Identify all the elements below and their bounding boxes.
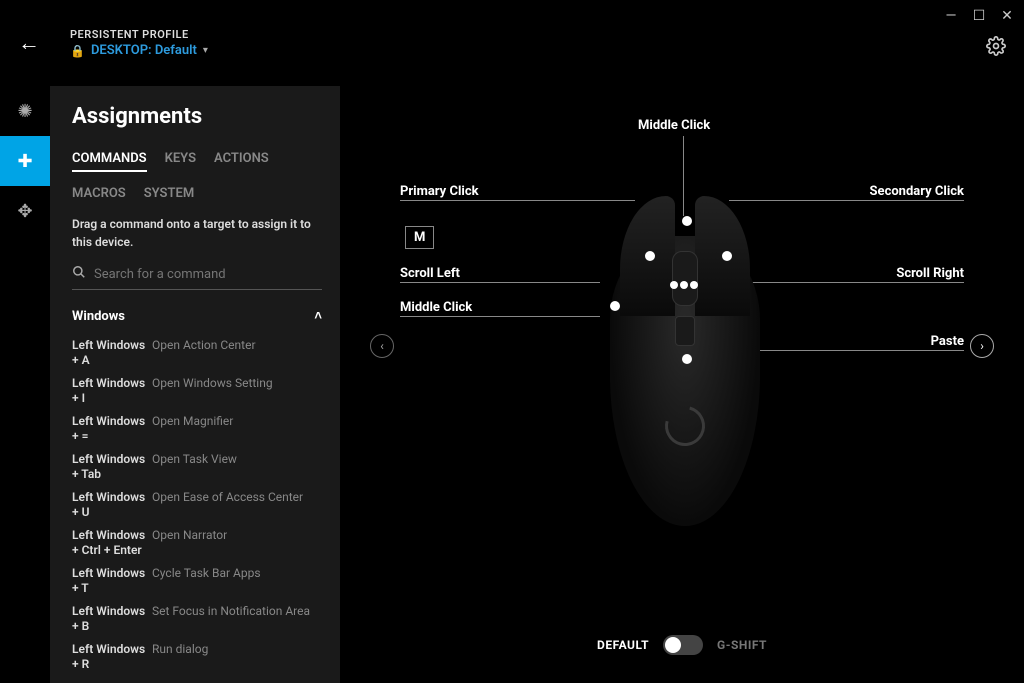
label-middle-top: Middle Click (638, 118, 710, 133)
profile-label: PERSISTENT PROFILE (70, 28, 208, 41)
command-row[interactable]: Left Windows + BSet Focus in Notificatio… (72, 600, 316, 638)
target-wheel-mid[interactable] (680, 281, 688, 289)
command-key: Left Windows + T (72, 566, 152, 596)
device-view: M Primary Click Scroll Left Middle Click… (340, 86, 1024, 683)
target-primary[interactable] (645, 251, 655, 261)
target-wheel-r[interactable] (690, 281, 698, 289)
chevron-down-icon: ▾ (203, 45, 208, 56)
assignments-panel: Assignments COMMANDS KEYS ACTIONS MACROS SYS… (50, 86, 340, 683)
command-desc: Open Narrator (152, 528, 227, 558)
search-icon (72, 265, 86, 283)
target-wheel-l[interactable] (670, 281, 678, 289)
target-secondary[interactable] (722, 251, 732, 261)
tab-keys[interactable]: KEYS (165, 151, 196, 172)
command-key: Left Windows + U (72, 490, 152, 520)
command-row[interactable]: Left Windows + AOpen Action Center (72, 334, 316, 372)
lock-icon: 🔒 (70, 44, 85, 58)
label-scroll-right: Scroll Right (896, 266, 964, 281)
command-row[interactable]: Left Windows + TabOpen Task View (72, 448, 316, 486)
label-primary-click: Primary Click (400, 184, 479, 199)
toggle-label-default: DEFAULT (597, 638, 649, 652)
minimize-button[interactable]: — (944, 8, 958, 24)
command-row[interactable]: Left Windows + TCycle Task Bar Apps (72, 562, 316, 600)
command-row[interactable]: Left Windows + Ctrl + EnterOpen Narrator (72, 524, 316, 562)
command-desc: Open Magnifier (152, 414, 233, 444)
toggle-label-gshift: G-SHIFT (717, 638, 767, 652)
command-key: Left Windows + A (72, 338, 152, 368)
command-row[interactable]: Left Windows + IOpen Windows Setting (72, 372, 316, 410)
command-desc: Cycle Task Bar Apps (152, 566, 261, 596)
settings-button[interactable] (986, 36, 1006, 61)
rail-lighting[interactable]: ✺ (0, 86, 50, 136)
command-desc: Set Focus in Notification Area (152, 604, 310, 634)
label-paste: Paste (931, 334, 964, 349)
command-desc: Open Task View (152, 452, 237, 482)
label-middle-click: Middle Click (400, 300, 472, 315)
command-key: Left Windows + = (72, 414, 152, 444)
target-top[interactable] (682, 216, 692, 226)
rail-assignments[interactable]: ✚ (0, 136, 50, 186)
rail-sensitivity[interactable]: ✥ (0, 186, 50, 236)
command-key: Left Windows + B (72, 604, 152, 634)
prev-view-button[interactable]: ‹ (370, 334, 394, 358)
label-secondary-click: Secondary Click (870, 184, 964, 199)
category-name: Windows (72, 309, 125, 324)
command-desc: Open Ease of Access Center (152, 490, 303, 520)
search-input[interactable] (94, 267, 322, 282)
panel-title: Assignments (72, 104, 322, 129)
back-button[interactable]: ← (18, 30, 40, 56)
chevron-up-icon: ˄ (314, 308, 322, 324)
target-dpi[interactable] (682, 354, 692, 364)
command-key: Left Windows + I (72, 376, 152, 406)
command-key: Left Windows + Tab (72, 452, 152, 482)
category-header[interactable]: Windows ˄ (72, 308, 322, 324)
profile-selector[interactable]: PERSISTENT PROFILE 🔒 DESKTOP: Default ▾ (70, 28, 208, 58)
command-desc: Run dialog (152, 642, 208, 672)
command-desc: Open Action Center (152, 338, 256, 368)
next-view-button[interactable]: › (970, 334, 994, 358)
command-key: Left Windows + Ctrl + Enter (72, 528, 152, 558)
close-button[interactable]: ✕ (1000, 8, 1014, 24)
command-row[interactable]: Left Windows + =Open Magnifier (72, 410, 316, 448)
gshift-toggle[interactable] (663, 635, 703, 655)
tab-actions[interactable]: ACTIONS (214, 151, 269, 172)
maximize-button[interactable]: ☐ (972, 8, 986, 24)
tab-commands[interactable]: COMMANDS (72, 151, 147, 172)
command-row[interactable]: Left Windows + UOpen Ease of Access Cent… (72, 486, 316, 524)
command-row[interactable]: Left Windows + RRun dialog (72, 638, 316, 674)
target-side[interactable] (610, 301, 620, 311)
tab-system[interactable]: SYSTEM (144, 186, 194, 205)
label-scroll-left: Scroll Left (400, 266, 460, 281)
mouse-illustration (610, 196, 760, 546)
panel-hint: Drag a command onto a target to assign i… (72, 215, 322, 251)
macro-badge[interactable]: M (405, 226, 434, 249)
command-desc: Open Windows Setting (152, 376, 273, 406)
command-key: Left Windows + R (72, 642, 152, 672)
tab-macros[interactable]: MACROS (72, 186, 126, 205)
profile-value: DESKTOP: Default (91, 43, 197, 58)
